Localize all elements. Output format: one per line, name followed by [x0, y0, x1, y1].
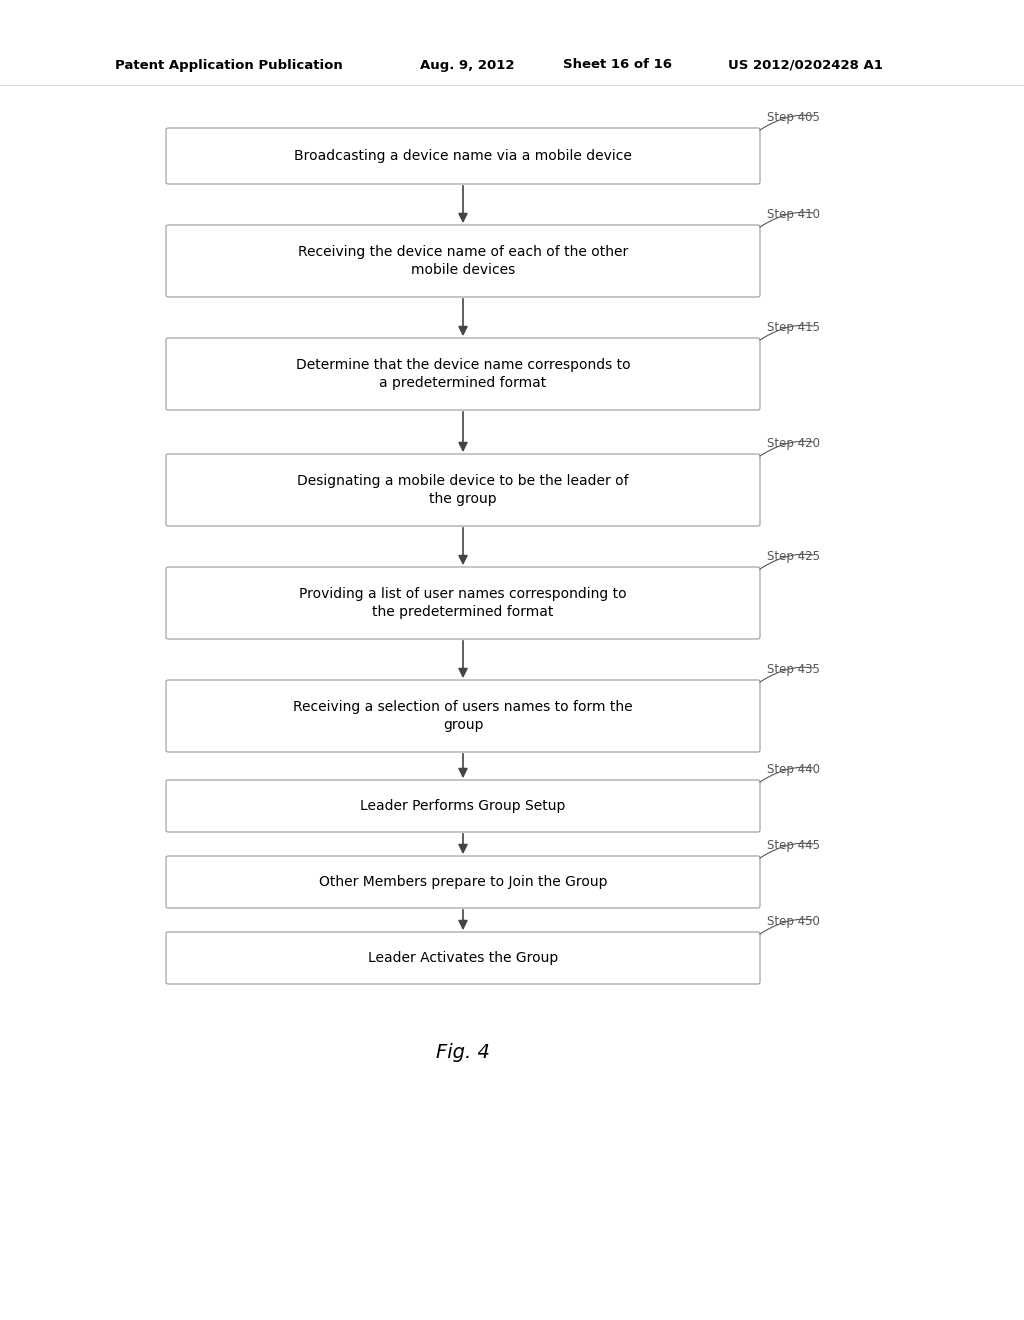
- FancyBboxPatch shape: [166, 680, 760, 752]
- Text: Step 420: Step 420: [767, 437, 820, 450]
- Text: Step 410: Step 410: [767, 209, 820, 220]
- FancyBboxPatch shape: [166, 454, 760, 525]
- Text: Step 440: Step 440: [767, 763, 820, 776]
- FancyBboxPatch shape: [166, 338, 760, 411]
- Text: Leader Performs Group Setup: Leader Performs Group Setup: [360, 799, 565, 813]
- Text: Providing a list of user names corresponding to
the predetermined format: Providing a list of user names correspon…: [299, 587, 627, 619]
- Text: Receiving the device name of each of the other
mobile devices: Receiving the device name of each of the…: [298, 246, 628, 277]
- Text: Step 405: Step 405: [767, 111, 820, 124]
- Text: Fig. 4: Fig. 4: [436, 1043, 489, 1061]
- Text: Sheet 16 of 16: Sheet 16 of 16: [563, 58, 672, 71]
- Text: Step 425: Step 425: [767, 550, 820, 564]
- Text: Step 450: Step 450: [767, 915, 820, 928]
- FancyBboxPatch shape: [166, 224, 760, 297]
- Text: Leader Activates the Group: Leader Activates the Group: [368, 950, 558, 965]
- Text: Patent Application Publication: Patent Application Publication: [115, 58, 343, 71]
- Text: Receiving a selection of users names to form the
group: Receiving a selection of users names to …: [293, 700, 633, 731]
- Text: Step 445: Step 445: [767, 840, 820, 851]
- Text: Step 435: Step 435: [767, 663, 820, 676]
- Text: Designating a mobile device to be the leader of
the group: Designating a mobile device to be the le…: [297, 474, 629, 506]
- Text: Aug. 9, 2012: Aug. 9, 2012: [420, 58, 514, 71]
- FancyBboxPatch shape: [166, 128, 760, 183]
- Text: Determine that the device name corresponds to
a predetermined format: Determine that the device name correspon…: [296, 358, 631, 389]
- Text: Other Members prepare to Join the Group: Other Members prepare to Join the Group: [318, 875, 607, 888]
- FancyBboxPatch shape: [166, 568, 760, 639]
- FancyBboxPatch shape: [166, 780, 760, 832]
- Text: Broadcasting a device name via a mobile device: Broadcasting a device name via a mobile …: [294, 149, 632, 162]
- Text: US 2012/0202428 A1: US 2012/0202428 A1: [728, 58, 883, 71]
- FancyBboxPatch shape: [166, 932, 760, 983]
- FancyBboxPatch shape: [166, 855, 760, 908]
- Text: Step 415: Step 415: [767, 321, 820, 334]
